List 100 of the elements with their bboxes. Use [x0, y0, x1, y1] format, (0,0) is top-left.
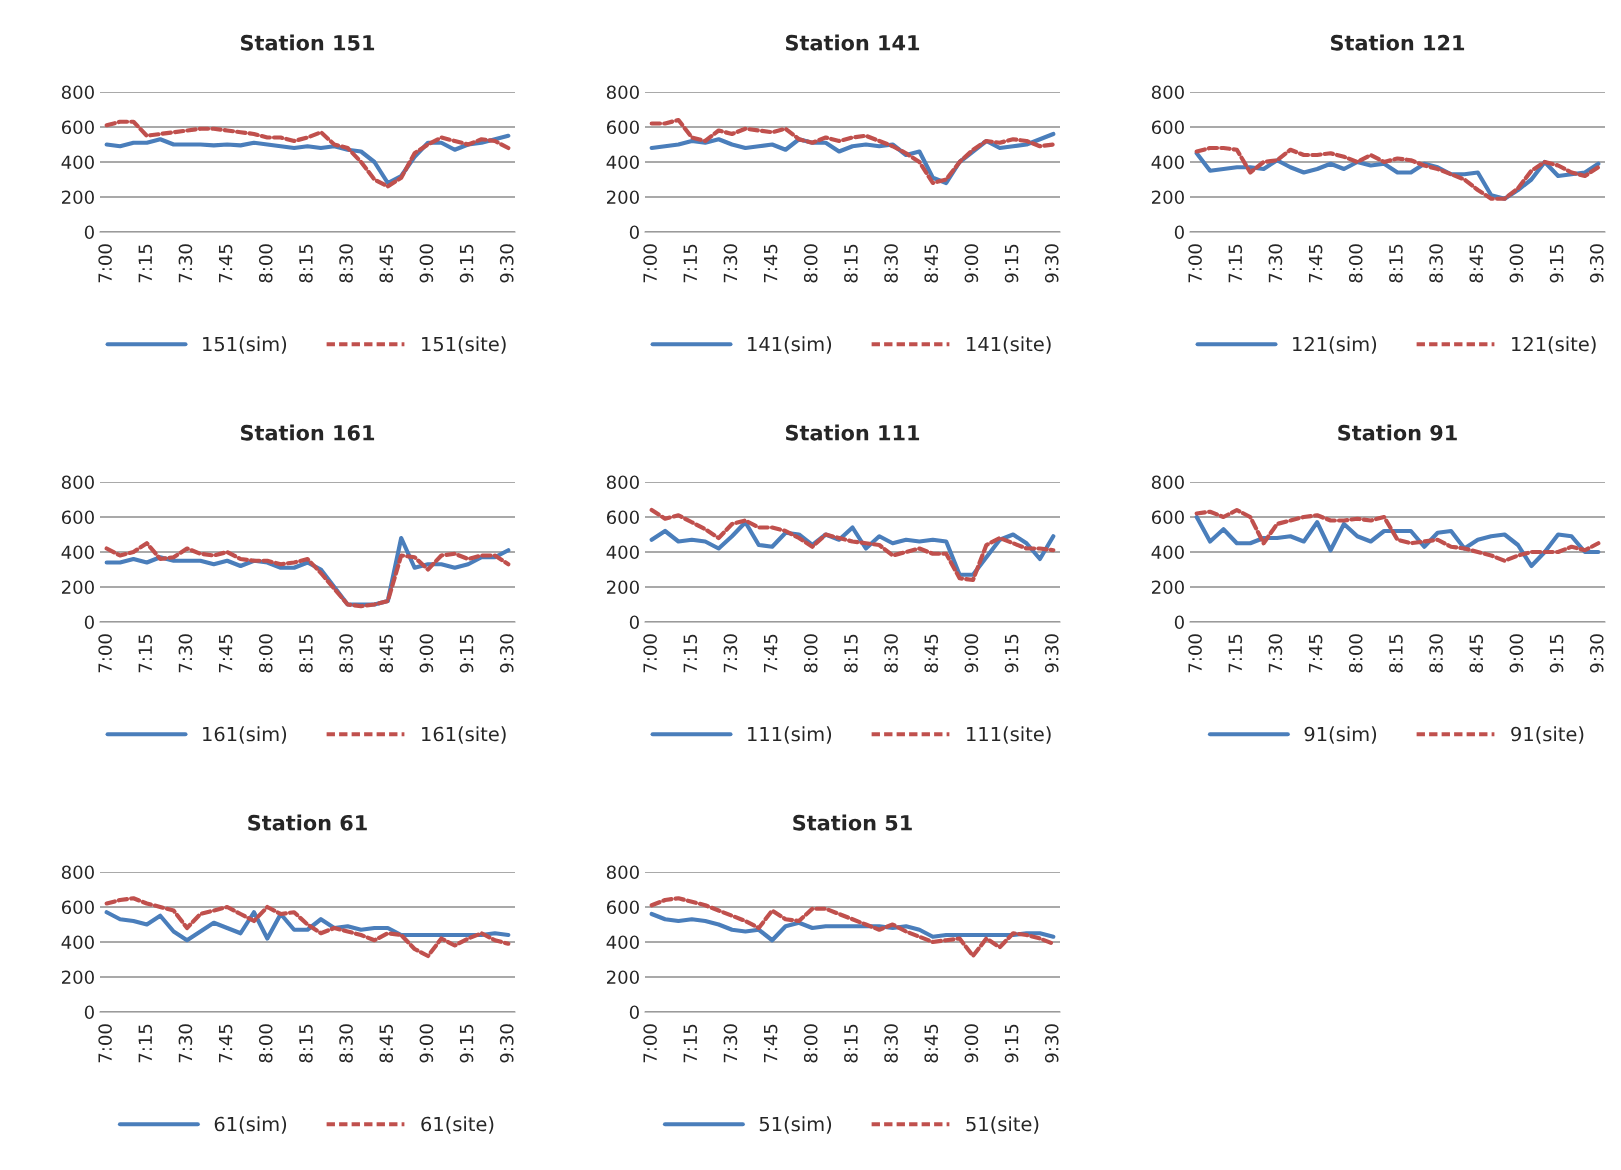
- x-tick-label: 8:45: [379, 1024, 394, 1063]
- x-tick-label: 7:30: [1268, 634, 1283, 673]
- x-tick-label: 8:00: [1348, 634, 1363, 673]
- x-tick-label: 7:00: [98, 634, 112, 673]
- y-tick-label: 0: [629, 1005, 639, 1020]
- y-tick-label: 0: [84, 615, 94, 630]
- x-tick-label: 8:30: [339, 244, 353, 283]
- x-tick-label: 7:15: [683, 1024, 698, 1063]
- x-tick-label: 9:15: [459, 634, 474, 673]
- chart-title: Station 151: [240, 34, 375, 51]
- x-tick-label: 7:15: [1228, 634, 1243, 673]
- legend-label: 61(site): [421, 1116, 494, 1134]
- legend-label: 121(site): [1512, 336, 1596, 354]
- legend-label: 141(site): [967, 336, 1051, 354]
- x-tick-label: 9:00: [419, 244, 434, 283]
- line-series: [104, 119, 511, 189]
- legend-label: 51(site): [966, 1116, 1039, 1134]
- y-tick-label: 200: [1152, 190, 1184, 205]
- chart-title: Station 111: [785, 424, 920, 441]
- y-tick-label: 800: [606, 475, 639, 490]
- y-tick-label: 200: [62, 580, 94, 595]
- x-tick-label: 8:30: [339, 1024, 353, 1063]
- x-tick-label: 8:45: [924, 1024, 939, 1063]
- x-tick-label: 8:30: [884, 634, 898, 673]
- y-tick-label: 0: [1174, 615, 1184, 630]
- x-tick-label: 8:00: [258, 634, 273, 673]
- x-tick-label: 8:15: [299, 634, 313, 673]
- x-tick-label: 7:45: [1309, 244, 1323, 283]
- x-tick-label: 9:30: [1589, 244, 1604, 283]
- x-tick-label: 8:15: [1389, 244, 1403, 283]
- x-tick-label: 7:30: [178, 1024, 193, 1063]
- x-tick-label: 8:15: [299, 1024, 313, 1063]
- y-tick-label: 400: [606, 155, 639, 170]
- x-tick-label: 7:15: [138, 634, 153, 673]
- chart-title: Station 91: [1338, 424, 1457, 441]
- y-tick-label: 400: [61, 935, 94, 950]
- x-tick-label: 8:30: [1429, 244, 1443, 283]
- x-tick-label: 7:15: [138, 1024, 153, 1063]
- chart-title: Station 51: [793, 814, 912, 831]
- x-tick-label: 7:45: [219, 244, 233, 283]
- x-tick-label: 9:30: [499, 634, 514, 673]
- x-tick-label: 7:45: [219, 1024, 233, 1063]
- x-tick-label: 8:30: [884, 244, 898, 283]
- x-tick-label: 9:00: [964, 634, 979, 673]
- y-tick-label: 0: [84, 1005, 94, 1020]
- x-tick-label: 8:45: [379, 244, 394, 283]
- y-tick-label: 600: [1151, 120, 1184, 135]
- x-tick-label: 8:15: [844, 244, 858, 283]
- y-tick-label: 400: [1151, 155, 1184, 170]
- x-tick-label: 8:45: [1469, 634, 1484, 673]
- legend-label: 121(sim): [1293, 336, 1377, 354]
- y-tick-label: 0: [1174, 225, 1184, 240]
- legend-label: 161(site): [422, 726, 506, 744]
- legend-label: 61(sim): [214, 1116, 287, 1134]
- x-tick-label: 9:15: [459, 1024, 474, 1063]
- y-tick-label: 600: [61, 510, 94, 525]
- y-tick-label: 600: [606, 510, 639, 525]
- x-tick-label: 9:30: [499, 244, 514, 283]
- legend-label: 111(sim): [748, 726, 832, 744]
- y-tick-label: 200: [1152, 580, 1184, 595]
- x-tick-label: 7:30: [178, 244, 193, 283]
- legend-label: 91(sim): [1304, 726, 1377, 744]
- line-series: [649, 117, 1056, 186]
- x-tick-label: 9:30: [1044, 244, 1059, 283]
- line-series: [1194, 514, 1601, 569]
- x-tick-label: 9:15: [1004, 1024, 1019, 1063]
- x-tick-label: 9:15: [1004, 634, 1019, 673]
- y-tick-label: 400: [1151, 545, 1184, 560]
- x-tick-label: 7:15: [683, 634, 698, 673]
- x-tick-label: 7:45: [764, 1024, 778, 1063]
- y-tick-label: 800: [61, 865, 94, 880]
- x-tick-label: 9:00: [419, 1024, 434, 1063]
- y-tick-label: 200: [607, 580, 639, 595]
- x-tick-label: 9:00: [964, 244, 979, 283]
- x-tick-label: 7:45: [764, 634, 778, 673]
- y-tick-label: 0: [629, 225, 639, 240]
- legend-label: 91(site): [1511, 726, 1584, 744]
- y-tick-label: 800: [61, 85, 94, 100]
- line-series: [649, 896, 1056, 959]
- chart-title: Station 141: [785, 34, 920, 51]
- y-tick-label: 600: [61, 900, 94, 915]
- y-tick-label: 800: [606, 865, 639, 880]
- x-tick-label: 8:00: [1348, 244, 1363, 283]
- x-tick-label: 7:45: [219, 634, 233, 673]
- y-tick-label: 800: [1151, 85, 1184, 100]
- x-tick-label: 7:00: [1188, 244, 1202, 283]
- y-tick-label: 200: [607, 970, 639, 985]
- x-tick-label: 7:00: [643, 244, 657, 283]
- y-tick-label: 800: [606, 85, 639, 100]
- y-tick-label: 400: [61, 545, 94, 560]
- x-tick-label: 9:30: [1044, 634, 1059, 673]
- x-tick-label: 8:30: [884, 1024, 898, 1063]
- y-tick-label: 600: [606, 900, 639, 915]
- x-tick-label: 7:30: [1268, 244, 1283, 283]
- y-tick-label: 600: [1151, 510, 1184, 525]
- x-tick-label: 7:00: [1188, 634, 1202, 673]
- x-tick-label: 8:00: [803, 1024, 818, 1063]
- x-tick-label: 9:15: [1549, 634, 1564, 673]
- x-tick-label: 8:00: [258, 244, 273, 283]
- x-tick-label: 8:15: [1389, 634, 1403, 673]
